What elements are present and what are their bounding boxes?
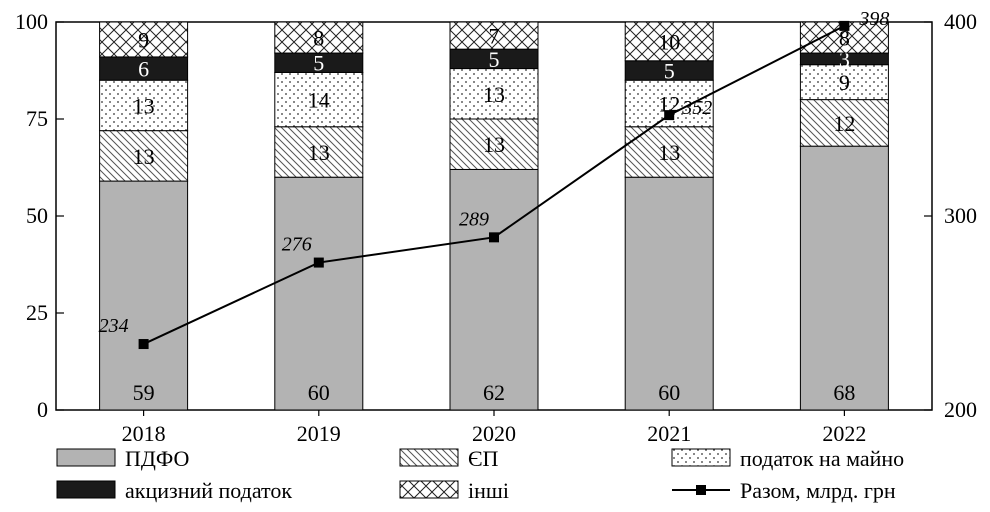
bar-segment	[624, 176, 714, 411]
data-label: 5	[313, 51, 324, 76]
line-marker	[839, 20, 850, 31]
bar-segment	[449, 168, 539, 411]
bar-segment	[274, 71, 364, 128]
line-marker	[313, 257, 324, 268]
legend-line-marker	[696, 485, 706, 495]
data-label: 7	[489, 24, 500, 49]
y-left-tick-label: 0	[37, 397, 48, 422]
data-label: 10	[658, 29, 680, 54]
x-tick-label: 2019	[297, 421, 341, 446]
legend-swatch	[56, 448, 116, 467]
data-label: 13	[658, 140, 680, 165]
bar-segment	[99, 79, 189, 132]
y-left-tick-label: 75	[26, 106, 48, 131]
y-left-tick-label: 25	[26, 300, 48, 325]
data-label: 62	[483, 380, 505, 405]
y-right-tick-label: 400	[944, 9, 977, 34]
data-label: 13	[483, 82, 505, 107]
legend-swatch	[399, 448, 459, 467]
bar-segment	[799, 64, 889, 101]
legend-swatch	[399, 480, 459, 499]
bar-segment	[449, 21, 539, 50]
line-marker	[664, 110, 675, 121]
data-label: 13	[483, 132, 505, 157]
legend-swatch	[56, 480, 116, 499]
data-label: 60	[658, 380, 680, 405]
data-label: 8	[839, 26, 850, 51]
bar-segment	[799, 99, 889, 147]
data-label: 3	[839, 47, 850, 72]
legend-label: ПДФО	[125, 446, 189, 471]
data-label: 13	[133, 144, 155, 169]
bar-segment	[274, 126, 364, 178]
x-tick-label: 2020	[472, 421, 516, 446]
line-data-label: 276	[282, 234, 312, 256]
line-data-label: 352	[681, 97, 712, 119]
data-label: 59	[133, 380, 155, 405]
data-label: 60	[308, 380, 330, 405]
line-data-label: 234	[99, 315, 129, 337]
data-label: 12	[658, 91, 680, 116]
x-tick-label: 2021	[647, 421, 691, 446]
bar-segment	[99, 21, 189, 58]
data-label: 12	[833, 111, 855, 136]
bar-segment	[274, 21, 364, 54]
line-data-label: 398	[858, 8, 889, 30]
legend: ПДФО ЄП податок на майно акцизний податок ін…	[56, 446, 904, 503]
data-label: 5	[489, 47, 500, 72]
y-right-tick-label: 200	[944, 397, 977, 422]
data-label: 5	[664, 59, 675, 84]
y-left-tick-label: 50	[26, 203, 48, 228]
legend-label: акцизний податок	[125, 478, 292, 503]
y-right-tick-label: 300	[944, 203, 977, 228]
bar-segment	[99, 130, 189, 182]
legend-label: інші	[468, 478, 509, 503]
legend-label: Разом, млрд. грн	[740, 478, 896, 503]
plot-area: 0255075100200300400201859131369201960131…	[15, 8, 977, 446]
data-label: 14	[308, 88, 330, 113]
legend-label: ЄП	[468, 446, 499, 471]
data-label: 9	[839, 70, 850, 95]
line-data-label: 289	[459, 208, 489, 230]
data-label: 6	[138, 57, 149, 82]
legend-swatch	[671, 448, 731, 467]
data-label: 13	[308, 140, 330, 165]
legend-label: податок на майно	[740, 446, 904, 471]
bar-segment	[274, 176, 364, 411]
line-marker	[138, 339, 149, 350]
data-label: 8	[313, 26, 324, 51]
bar-segment	[449, 68, 539, 120]
bar-segment	[624, 21, 714, 62]
data-label: 9	[138, 27, 149, 52]
bar-segment	[449, 118, 539, 170]
x-tick-label: 2018	[122, 421, 166, 446]
data-label: 13	[133, 93, 155, 118]
bar-segment	[99, 180, 189, 411]
x-tick-label: 2022	[822, 421, 866, 446]
bar-segment	[799, 145, 889, 411]
y-left-tick-label: 100	[15, 9, 48, 34]
data-label: 68	[833, 380, 855, 405]
line-marker	[489, 232, 499, 243]
